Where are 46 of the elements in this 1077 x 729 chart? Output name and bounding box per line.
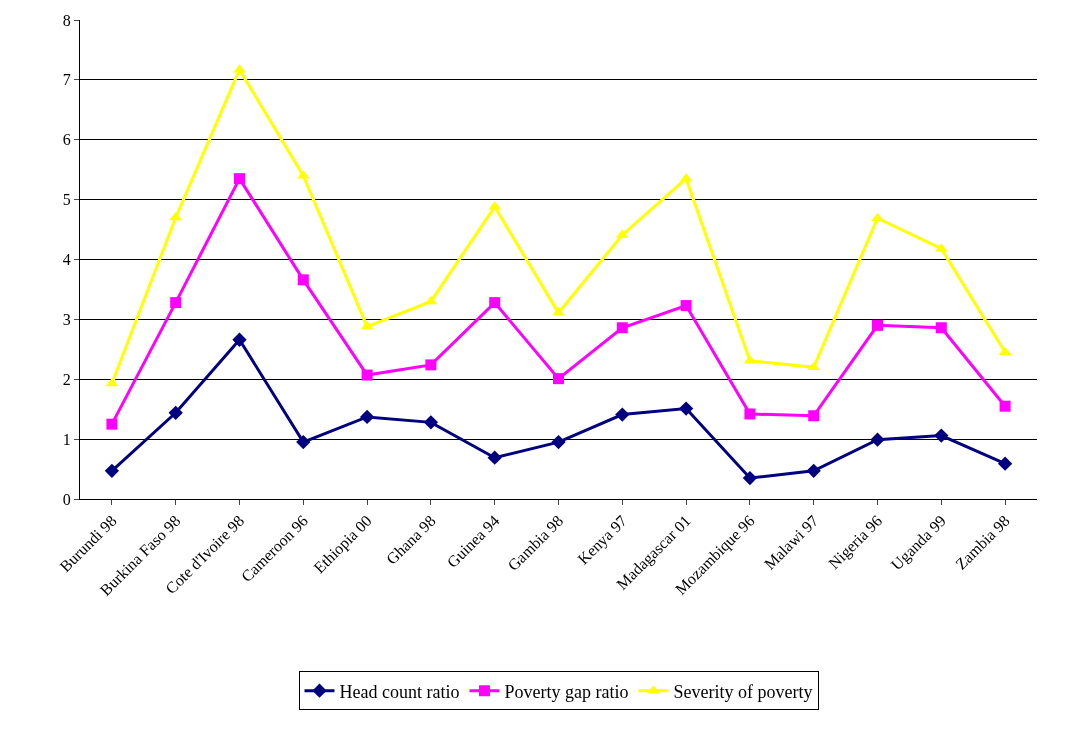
point	[999, 400, 1011, 412]
point	[615, 407, 630, 422]
point	[106, 418, 118, 430]
point	[616, 322, 628, 334]
point	[678, 401, 694, 416]
point	[361, 369, 373, 381]
point	[934, 428, 949, 443]
point	[935, 322, 947, 334]
point	[553, 373, 564, 385]
point	[487, 450, 502, 465]
point	[680, 300, 692, 312]
point	[170, 297, 182, 309]
point	[423, 415, 439, 430]
point	[806, 463, 821, 479]
y-tick-label: 1	[62, 430, 71, 448]
point	[424, 295, 438, 305]
point	[297, 274, 309, 286]
y-tick-label: 6	[62, 131, 71, 149]
point	[234, 173, 245, 185]
point	[232, 332, 247, 347]
legend-label: Head count ratio	[339, 681, 460, 702]
y-tick-label: 3	[62, 310, 71, 328]
legend-label: Poverty gap ratio	[504, 681, 629, 702]
point	[872, 319, 883, 331]
point	[296, 434, 311, 450]
point	[359, 409, 375, 425]
point	[870, 432, 885, 447]
legend-label: Severity of poverty	[673, 681, 813, 702]
y-tick-label: 4	[62, 251, 71, 269]
y-tick-label: 2	[62, 370, 71, 388]
point	[998, 346, 1012, 356]
y-tick-label: 0	[62, 490, 71, 508]
point	[104, 463, 120, 479]
point	[168, 405, 183, 420]
point	[997, 456, 1013, 471]
point	[742, 470, 758, 486]
point	[808, 410, 820, 422]
point	[807, 361, 821, 371]
point	[551, 434, 566, 450]
y-tick-label: 7	[62, 71, 71, 89]
point	[489, 297, 501, 309]
y-tick-label: 8	[62, 11, 71, 29]
point	[105, 377, 119, 387]
point	[744, 408, 756, 420]
point	[425, 359, 437, 371]
y-tick-label: 5	[62, 191, 71, 209]
